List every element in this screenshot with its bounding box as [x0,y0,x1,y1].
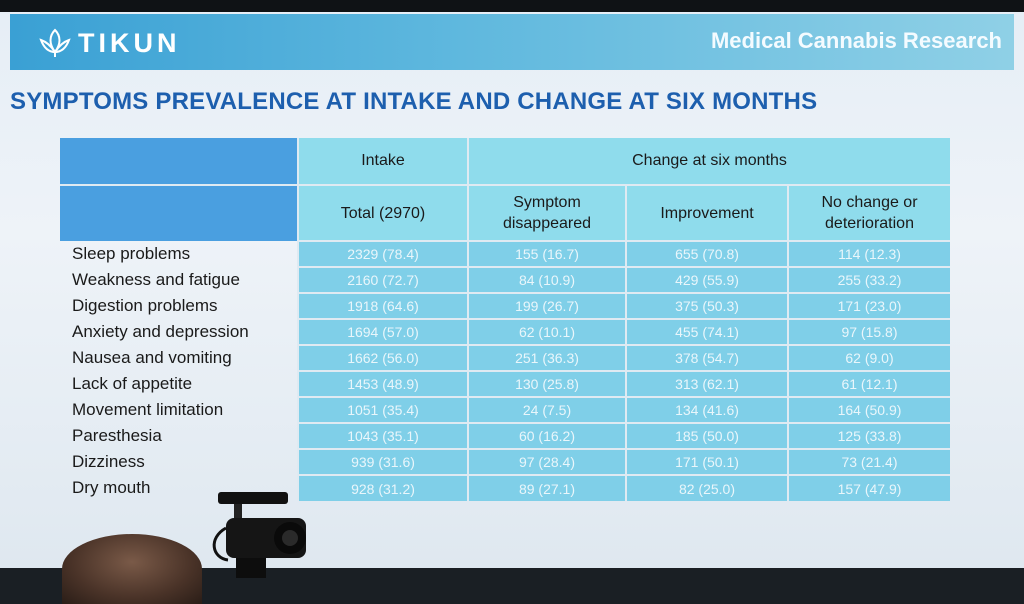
cell-improvement: 185 (50.0) [625,422,788,449]
cell-improvement: 655 (70.8) [625,240,788,267]
row-label: Digestion problems [72,296,218,315]
cell-total: 939 (31.6) [297,448,468,475]
header-blank-cell [60,184,299,241]
cell-total: 2160 (72.7) [297,266,468,293]
header-intake: Intake [297,138,468,185]
header-symptom-disappeared: Symptom disappeared [467,184,626,241]
cell-disappeared: 60 (16.2) [467,422,626,449]
cell-no-change: 164 (50.9) [787,396,950,423]
header-improvement: Improvement [625,184,788,241]
cell-total: 1043 (35.1) [297,422,468,449]
header-blank-cell [60,138,299,185]
row-label: Lack of appetite [72,374,193,393]
cell-total: 1051 (35.4) [297,396,468,423]
row-label: Dizziness [72,452,145,471]
row-label: Sleep problems [72,244,191,263]
table-row: Sleep problems 2329 (78.4) 155 (16.7) 655 (… [60,240,950,267]
table-row: Anxiety and depression 1694 (57.0) 62 (10.… [60,318,950,345]
cell-improvement: 313 (62.1) [625,370,788,397]
cell-disappeared: 130 (25.8) [467,370,626,397]
header-change-six-months: Change at six months [467,138,950,185]
cell-disappeared: 62 (10.1) [467,318,626,345]
table-row: Paresthesia 1043 (35.1) 60 (16.2) 185 (50.0… [60,422,950,449]
cell-no-change: 73 (21.4) [787,448,950,475]
table-row: Nausea and vomiting 1662 (56.0) 251 (36.3)… [60,344,950,371]
cell-no-change: 125 (33.8) [787,422,950,449]
row-label: Dry mouth [72,478,151,497]
leaf-icon [39,28,71,57]
row-label: Movement limitation [72,400,224,419]
header-no-change: No change or deterioration [787,184,950,241]
cell-improvement: 134 (41.6) [625,396,788,423]
cell-improvement: 378 (54.7) [625,344,788,371]
cell-disappeared: 24 (7.5) [467,396,626,423]
table-row: Lack of appetite 1453 (48.9) 130 (25.8) 313… [60,370,950,397]
cell-disappeared: 97 (28.4) [467,448,626,475]
cell-no-change: 255 (33.2) [787,266,950,293]
audience-head [62,534,202,604]
video-camera [212,492,306,578]
cell-total: 928 (31.2) [297,474,468,501]
cell-no-change: 114 (12.3) [787,240,950,267]
cell-improvement: 375 (50.3) [625,292,788,319]
cell-total: 1453 (48.9) [297,370,468,397]
cell-improvement: 429 (55.9) [625,266,788,293]
cell-disappeared: 199 (26.7) [467,292,626,319]
cell-disappeared: 84 (10.9) [467,266,626,293]
slide-title: SYMPTOMS PREVALENCE AT INTAKE AND CHANGE… [10,88,818,115]
cell-disappeared: 155 (16.7) [467,240,626,267]
cell-no-change: 157 (47.9) [787,474,950,501]
table-row: Movement limitation 1051 (35.4) 24 (7.5) 13… [60,396,950,423]
cell-total: 1694 (57.0) [297,318,468,345]
cell-total: 1918 (64.6) [297,292,468,319]
table-header-row-1: Intake Change at six months [60,138,950,185]
cell-improvement: 455 (74.1) [625,318,788,345]
cell-no-change: 62 (9.0) [787,344,950,371]
header-total: Total (2970) [297,184,468,241]
tikun-logo: TIKUN [38,28,181,58]
cell-improvement: 171 (50.1) [625,448,788,475]
table-row: Dry mouth 928 (31.2) 89 (27.1) 82 (25.0) 157… [60,474,950,501]
cell-disappeared: 89 (27.1) [467,474,626,501]
cell-no-change: 171 (23.0) [787,292,950,319]
cell-no-change: 97 (15.8) [787,318,950,345]
cell-improvement: 82 (25.0) [625,474,788,501]
row-label: Paresthesia [72,426,162,445]
logo-text: TIKUN [78,27,181,58]
table-body: Sleep problems 2329 (78.4) 155 (16.7) 655 (… [60,240,950,501]
table-row: Weakness and fatigue 2160 (72.7) 84 (10.9)… [60,266,950,293]
cell-total: 2329 (78.4) [297,240,468,267]
cell-no-change: 61 (12.1) [787,370,950,397]
row-label: Nausea and vomiting [72,348,232,367]
table-row: Dizziness 939 (31.6) 97 (28.4) 171 (50.1) 73… [60,448,950,475]
symptoms-table: Intake Change at six months Total (2970)… [60,138,950,501]
room-ceiling [0,0,1024,14]
row-label: Anxiety and depression [72,322,249,341]
projection-screen: TIKUN Medical Cannabis Research SYMPTOMS… [0,12,1024,568]
cell-total: 1662 (56.0) [297,344,468,371]
table-row: Digestion problems 1918 (64.6) 199 (26.7) 3… [60,292,950,319]
row-label: Weakness and fatigue [72,270,240,289]
table-header-row-2: Total (2970) Symptom disappeared Improve… [60,184,950,241]
slide-banner: TIKUN Medical Cannabis Research [10,14,1014,70]
banner-subtitle: Medical Cannabis Research [710,28,1002,53]
cell-disappeared: 251 (36.3) [467,344,626,371]
